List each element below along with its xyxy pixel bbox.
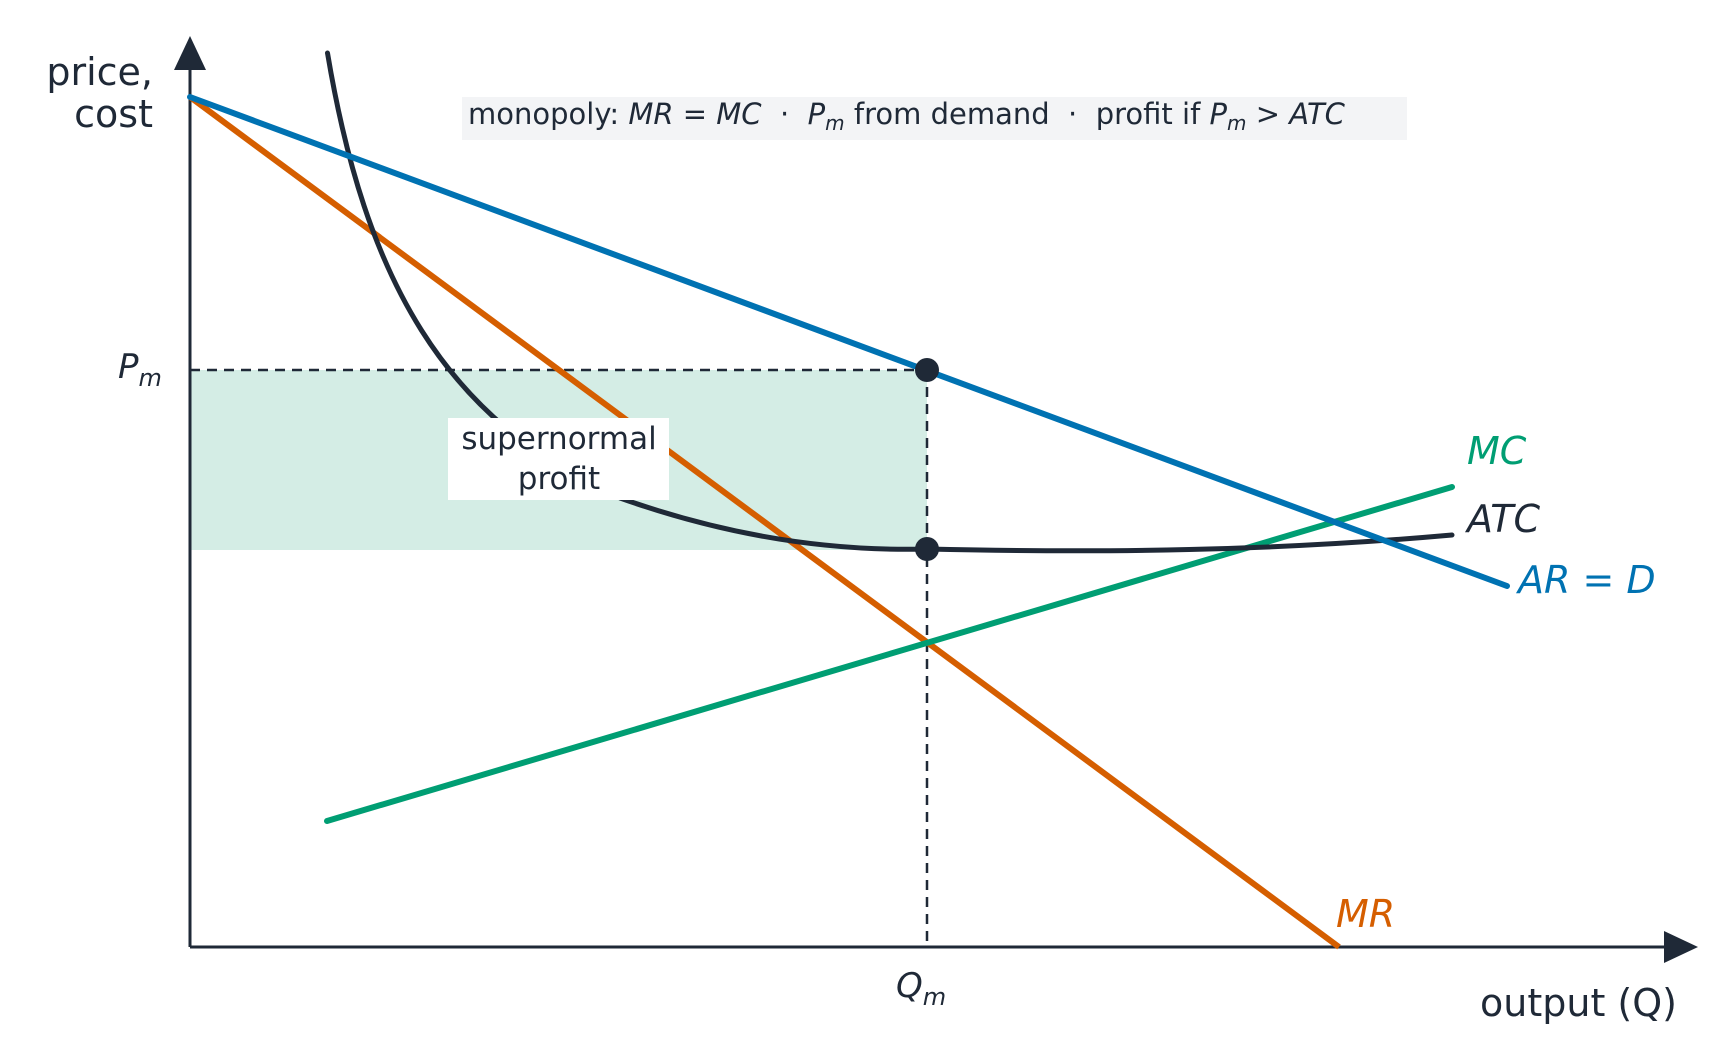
text-part: m <box>139 364 162 392</box>
text-part: m <box>1227 111 1246 135</box>
text-part: from demand · profit if <box>845 97 1210 131</box>
text-part: m <box>923 983 946 1011</box>
x-axis-arrow <box>1664 931 1698 963</box>
quantity-label: Qm <box>896 966 946 1011</box>
text-part: P <box>1210 97 1228 131</box>
text-part: MR = MC <box>628 97 762 131</box>
text-part: Q <box>896 966 923 1006</box>
annotation-box <box>462 97 1407 140</box>
mr-curve <box>188 94 1341 950</box>
mc-label: MC <box>1467 429 1527 473</box>
x-axis-label: output (Q) <box>1480 981 1677 1025</box>
y-axis-label: price, <box>46 50 153 94</box>
price-label: Pm <box>118 347 162 392</box>
atc-curve <box>325 50 1455 554</box>
y-axis-label: cost <box>74 92 153 136</box>
text-part: > ATC <box>1246 97 1345 131</box>
profit-label: profit <box>518 461 600 497</box>
text-part: P <box>808 97 826 131</box>
text-part: monopoly: <box>468 97 628 131</box>
demand-label: AR = D <box>1515 558 1656 602</box>
atc-point <box>915 537 939 561</box>
profit-label: supernormal <box>461 421 656 457</box>
atc-label: ATC <box>1464 497 1540 541</box>
profit-label-box <box>448 418 669 500</box>
annotation: monopoly: MR = MC · Pm from demand · pro… <box>468 97 1346 135</box>
demand-curve <box>187 94 1510 589</box>
text-part: · <box>762 97 808 131</box>
text-part: m <box>825 111 844 135</box>
text-part: P <box>118 347 139 387</box>
mc-curve <box>324 484 1455 824</box>
price-point <box>915 358 939 382</box>
y-axis-arrow <box>174 36 206 70</box>
mr-label: MR <box>1336 892 1395 936</box>
